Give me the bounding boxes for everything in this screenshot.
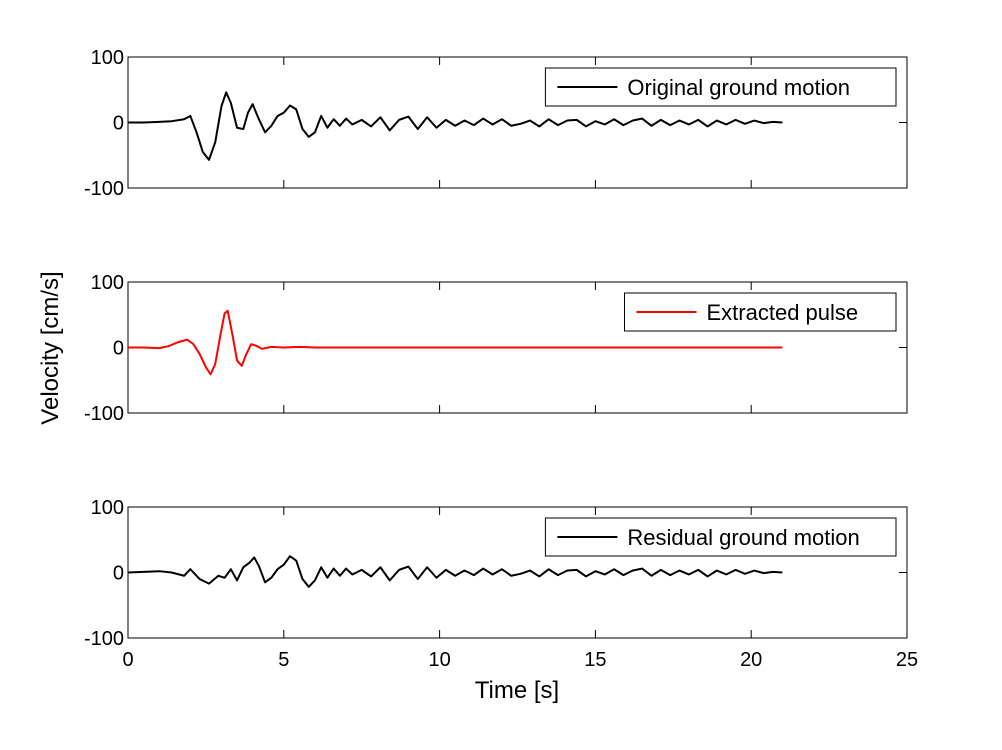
y-tick-label: -100: [84, 403, 124, 425]
series-line: [128, 309, 783, 376]
y-tick-label: 100: [91, 497, 124, 519]
y-axis-title: Velocity [cm/s]: [37, 271, 64, 424]
y-tick-label: 0: [113, 338, 124, 360]
panel-1: -100 0 100 Original ground motion: [84, 47, 908, 200]
x-axis-title: Time [s]: [475, 677, 559, 704]
y-tick-label: 100: [91, 272, 124, 294]
legend-label: Residual ground motion: [627, 525, 859, 550]
legend: Extracted pulse: [624, 292, 897, 332]
legend-label: Extracted pulse: [707, 300, 859, 325]
x-tick-label: 20: [740, 649, 762, 671]
y-tick-label: -100: [84, 628, 124, 650]
y-tick-label: -100: [84, 178, 124, 200]
x-tick-label: 5: [278, 649, 289, 671]
y-tick-label: 0: [113, 113, 124, 135]
legend: Residual ground motion: [544, 517, 897, 557]
y-tick-label: 0: [113, 563, 124, 585]
legend-label: Original ground motion: [627, 75, 850, 100]
y-tick-label: 100: [91, 47, 124, 69]
x-tick-label: 0: [122, 649, 133, 671]
x-tick-label: 15: [584, 649, 606, 671]
x-tick-label: 10: [428, 649, 450, 671]
series-line: [127, 555, 783, 588]
series-line: [128, 91, 783, 161]
legend: Original ground motion: [544, 67, 897, 107]
panel-2: -100 0 100 Extracted pulse: [84, 272, 908, 425]
x-tick-label: 25: [896, 649, 918, 671]
